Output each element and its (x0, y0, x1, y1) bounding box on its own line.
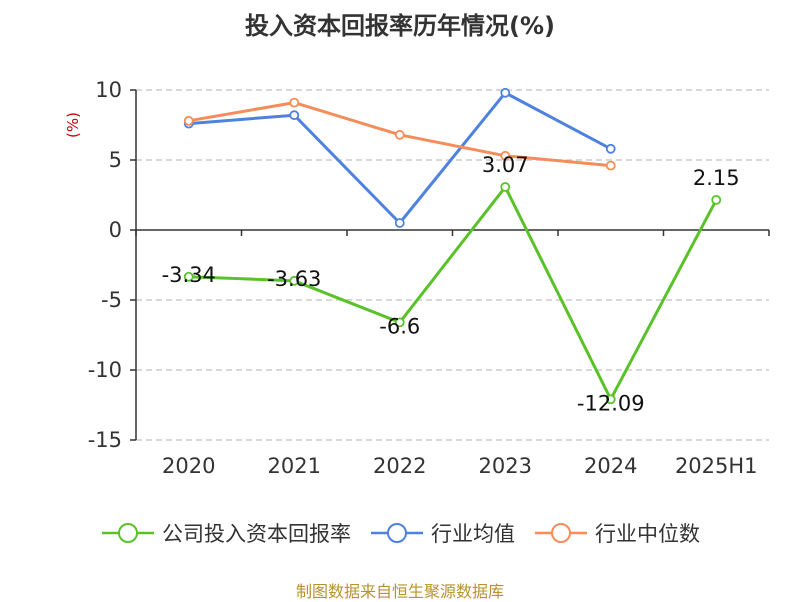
legend-swatch (102, 523, 154, 543)
data-point (289, 275, 300, 286)
data-label: -3.63 (267, 267, 321, 291)
legend: 公司投入资本回报率 行业均值 行业中位数 (0, 518, 800, 548)
legend-item-1[interactable]: 公司投入资本回报率 (100, 518, 351, 548)
chart-title: 投入资本回报率历年情况(%) (245, 12, 555, 40)
y-tick-label: 10 (95, 78, 122, 102)
y-tick-label: -15 (88, 428, 122, 452)
legend-label: 公司投入资本回报率 (162, 522, 351, 546)
data-point (500, 150, 511, 161)
legend-item-2[interactable]: 行业均值 (369, 518, 515, 548)
data-point (500, 182, 511, 192)
grid-lines (136, 89, 769, 441)
data-point (289, 97, 300, 108)
x-tick-label: 2022 (373, 454, 426, 478)
data-label: -12.09 (577, 391, 645, 415)
y-tick-label: -5 (101, 288, 122, 312)
x-tick-label: 2020 (162, 454, 215, 478)
data-label: 3.07 (482, 153, 529, 177)
source-note: 制图数据来自恒生聚源数据库 (295, 582, 504, 601)
data-labels: -3.34 -3.63 -6.6 3.07 -12.09 2.15 (162, 153, 740, 415)
axes: 10 5 0 -5 -10 -15 2020 2021 2022 2023 2024 2025H1 (88, 78, 770, 478)
x-tick-label: 2025H1 (675, 454, 758, 478)
x-tick-label: 2023 (479, 454, 532, 478)
data-point (394, 218, 405, 228)
legend-swatch (371, 523, 423, 543)
data-point (605, 394, 616, 405)
data-point (394, 129, 405, 140)
y-tick-label: -10 (88, 358, 122, 382)
data-point (183, 115, 194, 126)
data-point (605, 143, 616, 154)
x-tick-label: 2024 (584, 454, 637, 478)
data-label: -3.34 (162, 263, 216, 287)
data-point (500, 87, 511, 98)
data-point (183, 271, 194, 282)
y-axis-label: (%) (64, 112, 82, 138)
data-label: 2.15 (693, 166, 740, 190)
y-tick-label: 5 (109, 148, 122, 172)
legend-label: 行业均值 (431, 522, 515, 546)
legend-item-3[interactable]: 行业中位数 (533, 518, 700, 548)
series-lines (183, 87, 722, 405)
y-tick-label: 0 (109, 218, 122, 242)
legend-label: 行业中位数 (595, 522, 700, 546)
data-point (605, 160, 616, 171)
data-point (711, 194, 722, 205)
data-label: -6.6 (379, 314, 420, 338)
legend-swatch (535, 523, 587, 543)
data-point (289, 110, 300, 121)
x-tick-label: 2021 (268, 454, 321, 478)
data-point (394, 317, 405, 328)
series-line-2 (188, 91, 612, 225)
series-line-1 (188, 185, 718, 401)
